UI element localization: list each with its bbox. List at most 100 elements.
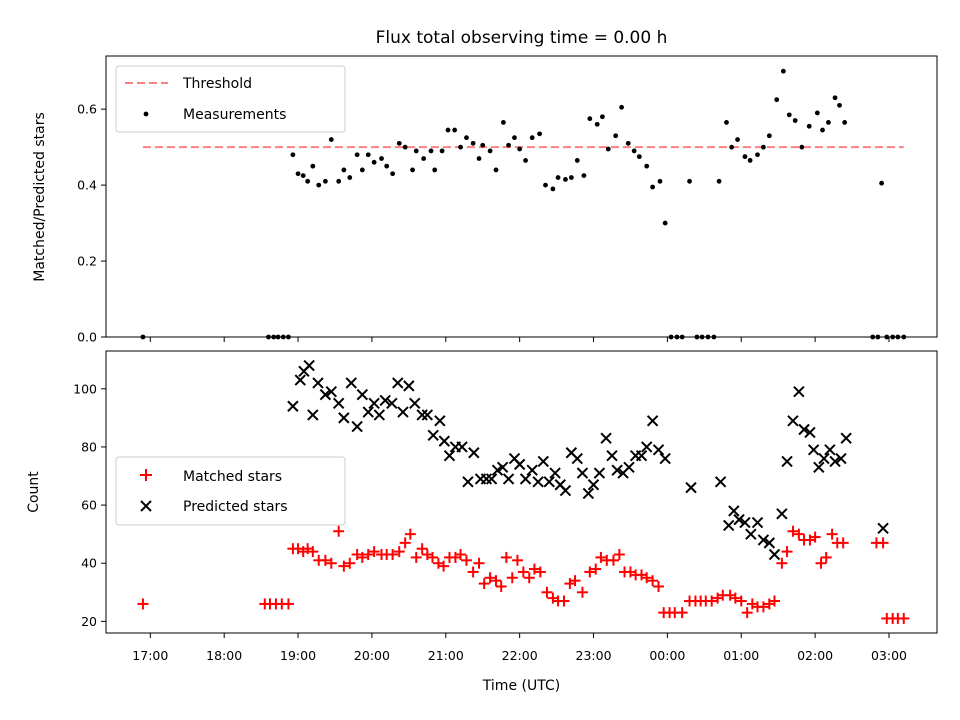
predicted-star-point [722, 519, 735, 532]
matched-star-point [495, 580, 507, 592]
measurement-point [820, 127, 825, 133]
legend-predicted-label: Predicted stars [183, 499, 288, 515]
matched-star-point [826, 528, 838, 540]
measurement-point [832, 95, 838, 101]
top-y-tick-label: 0.4 [77, 178, 97, 193]
measurement-point [619, 104, 624, 110]
measurement-point [464, 135, 469, 141]
predicted-star-point [559, 484, 572, 497]
matched-star-point [511, 554, 523, 566]
matched-star-point [787, 525, 799, 537]
matched-star-point [404, 528, 416, 540]
predicted-star-point [496, 461, 509, 473]
measurement-point [625, 140, 631, 146]
top-panel: 0.0 0.2 0.4 0.6 Matched/Predicted stars Thr… [32, 55, 938, 345]
measurement-point [766, 133, 772, 139]
measurement-point [581, 173, 587, 179]
measurement-point [594, 121, 600, 127]
predicted-star-point [646, 415, 659, 427]
predicted-star-point [519, 473, 532, 485]
matched-star-point [647, 575, 659, 587]
measurement-point [837, 102, 842, 108]
matched-star-point [641, 572, 653, 584]
measurement-point [458, 144, 463, 150]
matched-star-point [473, 557, 485, 569]
predicted-star-point [443, 449, 456, 462]
matched-star-point [438, 560, 450, 572]
predicted-star-point [813, 461, 825, 473]
predicted-star-point [434, 415, 446, 427]
measurement-point [543, 182, 548, 188]
matched-star-point [706, 595, 718, 607]
predicted-star-point [739, 516, 751, 529]
measurement-point [476, 156, 482, 161]
predicted-star-point [623, 461, 635, 473]
matched-star-point [387, 549, 399, 561]
chart-title: Flux total observing time = 0.00 h [376, 28, 668, 48]
matched-star-point [793, 528, 805, 540]
predicted-star-point [338, 412, 350, 424]
predicted-star-point [438, 435, 451, 447]
bottom-x-tick-label: 18:00 [206, 648, 242, 663]
predicted-star-point [456, 441, 468, 453]
measurement-point [613, 133, 619, 139]
measurement-point [384, 163, 390, 169]
matched-star-point [809, 531, 821, 543]
matched-star-point [576, 586, 588, 598]
measurement-point [523, 158, 528, 163]
measurement-point [814, 110, 820, 116]
predicted-star-point [611, 464, 623, 476]
bottom-legend-box [115, 456, 346, 526]
matched-star-point [490, 575, 502, 587]
bottom-y-tick-label: 60 [81, 498, 97, 513]
predicted-star-point [373, 409, 386, 421]
legend-matched-swatch [140, 469, 152, 481]
predicted-star-point [526, 464, 538, 476]
predicted-star-point [829, 455, 841, 468]
measurement-point [568, 175, 574, 180]
predicted-star-point [294, 374, 306, 386]
predicted-star-point [571, 452, 583, 465]
measurement-point [480, 142, 486, 148]
matched-star-point [776, 557, 788, 569]
predicted-star-point [462, 476, 474, 488]
measurement-point [452, 127, 458, 133]
bottom-x-axis-ticks: 17:00 18:00 19:00 20:00 21:00 22:00 23:00 00:00… [132, 633, 907, 663]
predicted-star-point [781, 455, 793, 468]
predicted-star-point [532, 476, 544, 488]
predicted-star-point [593, 467, 606, 479]
matched-star-point [460, 554, 472, 566]
measurement-point [774, 97, 780, 103]
predicted-star-point [379, 394, 391, 407]
predicted-star-point [745, 528, 757, 540]
measurement-point [599, 114, 605, 120]
measurement-point [650, 184, 656, 190]
measurement-point [316, 182, 322, 188]
top-legend-box [115, 65, 346, 133]
measurement-point [390, 171, 396, 177]
measurement-point [780, 68, 786, 74]
matched-star-point [558, 595, 570, 607]
measurement-point [657, 178, 663, 184]
bottom-y-axis-ticks: 20 40 60 80 100 [73, 381, 106, 629]
top-plot-marks [140, 68, 907, 340]
measurement-point [428, 148, 434, 154]
matched-star-point [325, 557, 337, 569]
matched-star-point [653, 580, 665, 592]
predicted-star-point [635, 449, 648, 462]
predicted-star-point [368, 397, 380, 410]
predicted-star-point [397, 406, 409, 418]
measurement-point [605, 146, 611, 152]
predicted-star-point [409, 397, 421, 410]
measurement-point [550, 186, 556, 192]
predicted-star-point [818, 452, 830, 465]
top-y-axis-ticks: 0.0 0.2 0.4 0.6 [77, 102, 106, 345]
measurement-point [359, 167, 365, 173]
measurement-point [439, 148, 445, 154]
predicted-star-point [345, 377, 357, 389]
matched-star-point [729, 592, 741, 604]
matched-star-point [735, 595, 747, 607]
measurement-point [806, 123, 812, 129]
measurement-point [792, 118, 798, 123]
